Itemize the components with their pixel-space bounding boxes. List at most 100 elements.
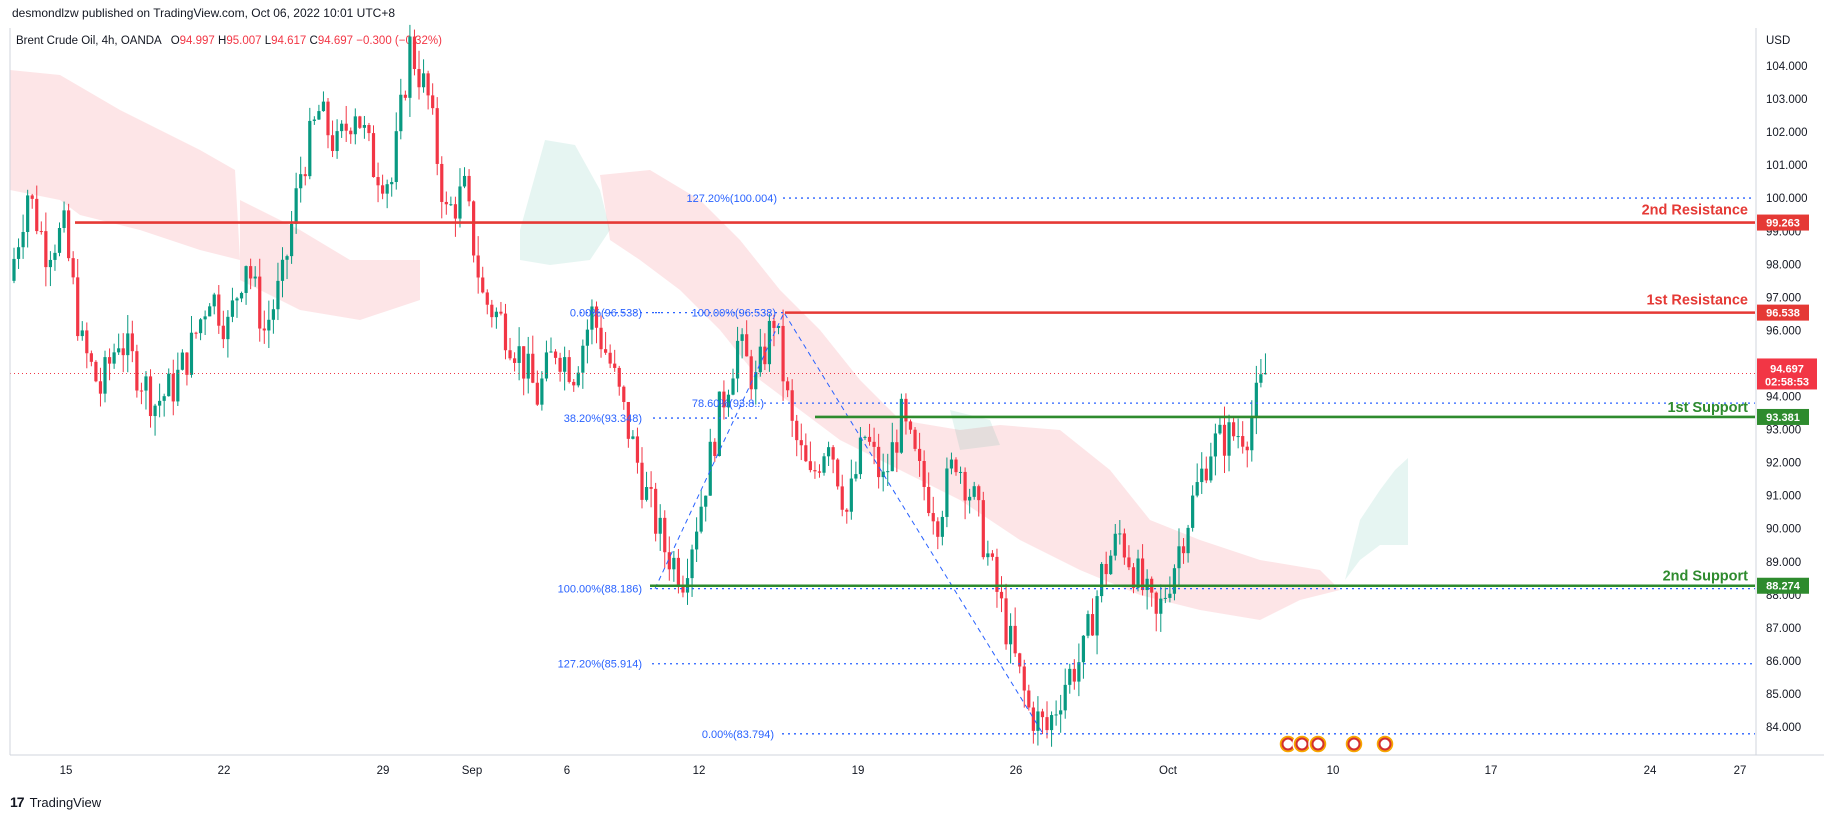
candle-body bbox=[230, 300, 235, 317]
candle-body bbox=[44, 231, 48, 268]
candle-body bbox=[1222, 424, 1227, 456]
candle-body bbox=[444, 201, 448, 205]
candle-body bbox=[208, 306, 212, 317]
time-tick-label: 29 bbox=[377, 765, 390, 777]
candle-body bbox=[449, 204, 453, 206]
time-axis[interactable]: 15 22 29 Sep 6 12 19 26 Oct 10 17 24 27 bbox=[60, 765, 1747, 777]
candle-body bbox=[262, 328, 266, 331]
economic-events[interactable] bbox=[1278, 734, 1395, 754]
candle-body bbox=[126, 333, 130, 356]
candle-body bbox=[103, 357, 107, 394]
candle-body bbox=[535, 382, 539, 405]
candle-body bbox=[212, 294, 216, 307]
candle-body bbox=[890, 442, 894, 472]
time-tick-label: 27 bbox=[1734, 765, 1747, 777]
candle-body bbox=[294, 188, 298, 224]
candle-body bbox=[462, 175, 467, 187]
candle-body bbox=[130, 333, 134, 352]
candle-body bbox=[1227, 422, 1231, 456]
candle-body bbox=[349, 130, 353, 135]
candle-body bbox=[71, 258, 75, 278]
candle-body bbox=[1177, 546, 1181, 569]
candle-body bbox=[16, 247, 21, 259]
candle-body bbox=[89, 353, 93, 362]
level-price-text: 96.538 bbox=[1766, 308, 1800, 320]
fib-extension-label: 127.20%(100.004) bbox=[686, 193, 777, 205]
candle-body bbox=[394, 131, 398, 183]
candle-body bbox=[927, 486, 931, 514]
price-tick-label: 101.000 bbox=[1766, 160, 1808, 172]
candle-body bbox=[904, 398, 908, 422]
publish-info: desmondlzw published on TradingView.com,… bbox=[12, 6, 396, 20]
candle-body bbox=[12, 258, 16, 281]
high-label: H bbox=[218, 35, 227, 47]
price-tick-label: 98.000 bbox=[1766, 259, 1801, 271]
candle-body bbox=[1159, 598, 1163, 614]
candle-body bbox=[1040, 711, 1045, 718]
candle-body bbox=[704, 495, 708, 507]
close-label: C bbox=[309, 35, 318, 47]
candle-body bbox=[576, 372, 580, 386]
candle-body bbox=[886, 471, 890, 473]
candle-body bbox=[658, 517, 662, 534]
candle-body bbox=[198, 319, 203, 334]
candle-body bbox=[185, 352, 189, 375]
candle-body bbox=[840, 486, 844, 510]
candle-body bbox=[740, 334, 744, 341]
time-tick-label: 15 bbox=[60, 765, 73, 777]
current-price-text: 94.697 bbox=[1770, 363, 1804, 375]
candle-body bbox=[626, 401, 630, 439]
candle-body bbox=[367, 125, 371, 134]
candle-body bbox=[949, 459, 954, 469]
candle-body bbox=[139, 390, 144, 392]
candle-body bbox=[1031, 707, 1035, 731]
candle-body bbox=[553, 351, 558, 358]
candle-body bbox=[271, 309, 275, 320]
candle-body bbox=[112, 352, 116, 364]
cloud-area bbox=[950, 410, 1000, 450]
candle-body bbox=[289, 223, 294, 257]
candle-body bbox=[299, 174, 303, 189]
candle-body bbox=[745, 334, 749, 357]
price-tick-label: 84.000 bbox=[1766, 722, 1801, 734]
candle-body bbox=[189, 332, 194, 375]
candle-body bbox=[303, 174, 307, 177]
candle-body bbox=[358, 116, 362, 128]
candle-body bbox=[563, 357, 567, 372]
candle-body bbox=[1163, 597, 1167, 599]
candle-body bbox=[1250, 416, 1254, 451]
us-flag-inner-icon bbox=[1311, 737, 1325, 751]
tradingview-brand[interactable]: 17 TradingView bbox=[10, 794, 101, 810]
current-price-badge bbox=[1757, 358, 1817, 390]
candle-body bbox=[121, 348, 125, 356]
candle-body bbox=[67, 210, 71, 259]
candle-body bbox=[644, 487, 649, 500]
candle-body bbox=[472, 201, 476, 256]
candle-body bbox=[1009, 625, 1013, 645]
candle-body bbox=[826, 447, 831, 457]
us-flag-inner-icon bbox=[1378, 737, 1392, 751]
candle-body bbox=[153, 405, 157, 417]
candle-body bbox=[676, 557, 681, 586]
candle-body bbox=[895, 442, 899, 453]
candle-body bbox=[1081, 635, 1086, 663]
price-tick-label: 91.000 bbox=[1766, 491, 1801, 503]
candle-body bbox=[94, 361, 98, 382]
candle-body bbox=[390, 182, 394, 185]
candle-body bbox=[558, 357, 562, 372]
fib-label: 38.20%(93.348) bbox=[564, 413, 642, 425]
candle-body bbox=[617, 367, 621, 387]
candle-body bbox=[490, 304, 494, 318]
candle-body bbox=[958, 471, 963, 473]
candle-body bbox=[30, 195, 34, 199]
currency-label: USD bbox=[1766, 35, 1790, 47]
candle-body bbox=[21, 232, 25, 248]
candle-body bbox=[663, 517, 667, 553]
support-label: 2nd Support bbox=[1663, 569, 1749, 585]
candle-body bbox=[963, 471, 967, 501]
candle-body bbox=[999, 591, 1004, 599]
price-tick-label: 85.000 bbox=[1766, 689, 1801, 701]
time-tick-label: 17 bbox=[1485, 765, 1498, 777]
candle-body bbox=[1049, 715, 1054, 731]
